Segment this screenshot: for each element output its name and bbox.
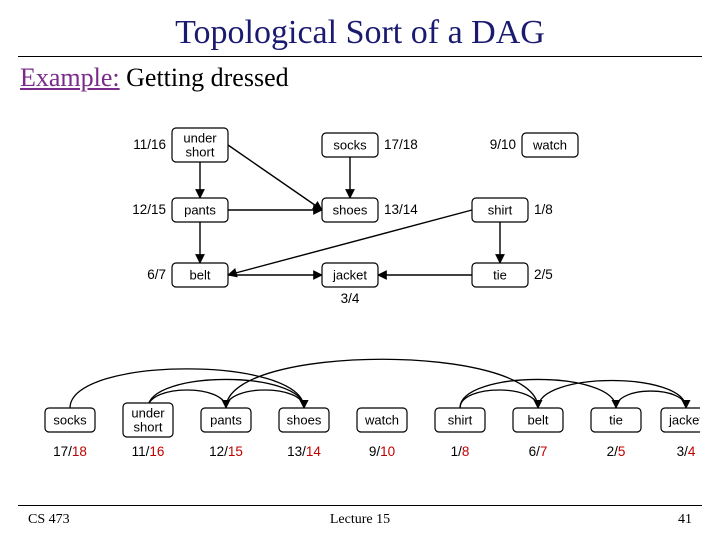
- svg-text:tie: tie: [609, 412, 623, 427]
- svg-text:tie: tie: [493, 267, 507, 282]
- svg-text:short: short: [134, 419, 163, 434]
- svg-text:9/10: 9/10: [490, 137, 516, 152]
- svg-text:shoes: shoes: [287, 412, 322, 427]
- dag-node-tie: tie 2/5: [472, 263, 553, 287]
- svg-text:shirt: shirt: [488, 202, 513, 217]
- dag-node-shirt: shirt 1/8: [472, 198, 553, 222]
- svg-text:belt: belt: [528, 412, 549, 427]
- svg-text:belt: belt: [190, 267, 211, 282]
- svg-text:short: short: [186, 144, 215, 159]
- svg-text:3/4: 3/4: [341, 291, 360, 306]
- svg-text:17/18: 17/18: [384, 137, 418, 152]
- dag-node-shoes: shoes 13/14: [322, 198, 418, 222]
- svg-text:2/5: 2/5: [534, 267, 553, 282]
- dag-node-pants: pants 12/15: [132, 198, 228, 222]
- svg-text:9/10: 9/10: [369, 444, 395, 459]
- svg-text:shoes: shoes: [333, 202, 368, 217]
- linear-node-tie: tie 2/5: [591, 408, 641, 459]
- footer-center: Lecture 15: [0, 512, 720, 528]
- svg-text:12/15: 12/15: [132, 202, 166, 217]
- svg-text:17/18: 17/18: [53, 444, 87, 459]
- linear-node-socks: socks 17/18: [45, 408, 95, 459]
- svg-text:6/7: 6/7: [529, 444, 548, 459]
- svg-text:12/15: 12/15: [209, 444, 243, 459]
- dag-node-watch: watch 9/10: [490, 133, 578, 157]
- svg-text:shirt: shirt: [448, 412, 473, 427]
- subtitle-prefix: Example:: [20, 63, 120, 92]
- svg-text:pants: pants: [210, 412, 242, 427]
- svg-text:jacket: jacket: [332, 267, 367, 282]
- footer-rule: [18, 505, 702, 506]
- svg-text:6/7: 6/7: [147, 267, 166, 282]
- linear-node-watch: watch 9/10: [357, 408, 407, 459]
- linear-node-undershort: undershort 11/16: [123, 403, 173, 459]
- svg-text:watch: watch: [364, 412, 399, 427]
- svg-text:2/5: 2/5: [607, 444, 626, 459]
- subtitle: Example: Getting dressed: [20, 63, 720, 93]
- svg-text:11/16: 11/16: [133, 137, 166, 152]
- svg-text:13/14: 13/14: [384, 202, 418, 217]
- svg-text:jacket: jacket: [668, 412, 700, 427]
- svg-text:under: under: [131, 405, 165, 420]
- svg-text:11/16: 11/16: [132, 444, 165, 459]
- svg-text:under: under: [183, 130, 217, 145]
- svg-text:socks: socks: [333, 137, 367, 152]
- dag-node-undershort: undershort 11/16: [133, 128, 228, 162]
- dag-diagram: undershort 11/16 socks 17/18 watch 9/10 pants 1…: [60, 125, 660, 325]
- dag-node-jacket: jacket 3/4: [322, 263, 378, 306]
- svg-text:pants: pants: [184, 202, 216, 217]
- dag-node-socks: socks 17/18: [322, 133, 418, 157]
- linear-node-jacket: jacket 3/4: [661, 408, 700, 459]
- svg-text:1/8: 1/8: [534, 202, 553, 217]
- svg-text:watch: watch: [532, 137, 567, 152]
- linear-node-shirt: shirt 1/8: [435, 408, 485, 459]
- title-rule: [18, 56, 702, 57]
- dag-node-belt: belt 6/7: [147, 263, 228, 287]
- svg-text:13/14: 13/14: [287, 444, 321, 459]
- slide-title: Topological Sort of a DAG: [0, 0, 720, 52]
- linear-node-pants: pants 12/15: [201, 408, 251, 459]
- linear-node-shoes: shoes 13/14: [279, 408, 329, 459]
- footer-right: 41: [678, 512, 692, 528]
- svg-text:socks: socks: [53, 412, 87, 427]
- svg-text:1/8: 1/8: [451, 444, 470, 459]
- svg-text:3/4: 3/4: [677, 444, 696, 459]
- linear-diagram: socks 17/18 undershort 11/16 pants 12/15 shoes…: [20, 338, 700, 478]
- subtitle-rest: Getting dressed: [120, 63, 289, 92]
- linear-node-belt: belt 6/7: [513, 408, 563, 459]
